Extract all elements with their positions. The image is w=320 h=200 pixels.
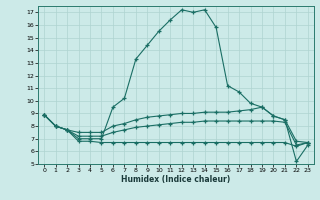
X-axis label: Humidex (Indice chaleur): Humidex (Indice chaleur) — [121, 175, 231, 184]
